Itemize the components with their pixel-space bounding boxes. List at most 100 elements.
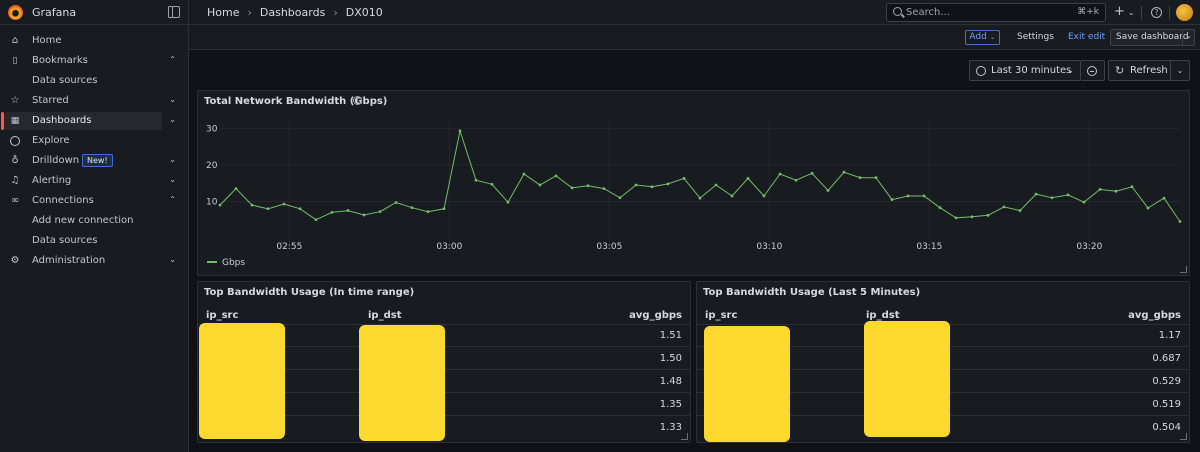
data-point[interactable] xyxy=(922,194,926,198)
data-point[interactable] xyxy=(826,189,830,192)
table-row[interactable]: 1.33 xyxy=(198,417,690,439)
data-point[interactable] xyxy=(762,194,766,198)
data-point[interactable] xyxy=(362,213,366,217)
data-point[interactable] xyxy=(538,183,542,187)
data-point[interactable] xyxy=(1082,200,1086,204)
data-point[interactable] xyxy=(698,196,702,200)
data-point[interactable] xyxy=(1114,189,1118,193)
bandwidth-chart[interactable]: 10 20 30 02:55 03:00 03:05 03:10 03:15 03:20 Gb… xyxy=(198,91,1189,275)
data-point[interactable] xyxy=(1034,192,1038,196)
new-menu-button[interactable]: + ⌄ xyxy=(1114,4,1135,19)
data-point[interactable] xyxy=(634,183,638,187)
data-point[interactable] xyxy=(1002,205,1006,209)
data-point[interactable] xyxy=(1162,196,1166,200)
chevron-down-icon[interactable]: ⌄ xyxy=(169,95,176,104)
sidebar-item-connections[interactable]: ∞ Connections ⌃ xyxy=(4,192,176,210)
legend-label[interactable]: Gbps xyxy=(222,258,245,268)
data-point[interactable] xyxy=(554,174,558,178)
chevron-down-icon[interactable]: ⌄ xyxy=(169,155,176,164)
data-point[interactable] xyxy=(426,210,430,214)
column-header-avg-gbps[interactable]: avg_gbps xyxy=(1128,310,1181,321)
sidebar-item-alerting[interactable]: ♫ Alerting ⌄ xyxy=(4,172,176,190)
zoom-out-button[interactable] xyxy=(1081,60,1105,81)
data-point[interactable] xyxy=(506,200,510,204)
resize-handle[interactable] xyxy=(1180,266,1187,273)
data-point[interactable] xyxy=(746,177,750,180)
data-point[interactable] xyxy=(346,209,350,212)
data-point[interactable] xyxy=(1178,220,1182,223)
search-input[interactable]: Search... ⌘+k xyxy=(886,3,1106,22)
column-header-avg-gbps[interactable]: avg_gbps xyxy=(629,310,682,321)
settings-button[interactable]: Settings xyxy=(1017,32,1054,42)
data-point[interactable] xyxy=(282,202,286,206)
data-point[interactable] xyxy=(810,171,814,175)
data-point[interactable] xyxy=(234,187,238,191)
data-point[interactable] xyxy=(602,187,606,191)
sidebar-item-dashboards[interactable]: ▦ Dashboards ⌄ xyxy=(1,112,176,130)
data-point[interactable] xyxy=(378,210,382,214)
chevron-down-icon[interactable]: ⌄ xyxy=(169,255,176,264)
resize-handle[interactable] xyxy=(681,433,688,440)
data-point[interactable] xyxy=(266,207,270,211)
time-range-picker[interactable]: Last 30 minutes ⌄ xyxy=(969,60,1081,81)
data-point[interactable] xyxy=(1066,193,1070,197)
top-bandwidth-5min-panel[interactable]: Top Bandwidth Usage (Last 5 Minutes) ip_… xyxy=(696,281,1190,443)
data-point[interactable] xyxy=(458,129,462,133)
dock-menu-icon[interactable] xyxy=(168,6,180,18)
chevron-down-icon[interactable]: ⌄ xyxy=(169,115,176,124)
sidebar-item-data-sources[interactable]: Data sources xyxy=(4,232,162,250)
column-header-ip-src[interactable]: ip_src xyxy=(206,310,239,321)
data-point[interactable] xyxy=(730,194,734,198)
data-point[interactable] xyxy=(794,178,798,182)
chevron-down-icon[interactable]: ⌄ xyxy=(1186,32,1192,40)
data-point[interactable] xyxy=(938,206,942,210)
data-point[interactable] xyxy=(714,183,718,187)
data-point[interactable] xyxy=(1098,187,1102,191)
data-point[interactable] xyxy=(250,203,254,207)
data-point[interactable] xyxy=(618,196,622,200)
data-point[interactable] xyxy=(1146,206,1150,210)
column-header-ip-dst[interactable]: ip_dst xyxy=(368,310,402,321)
data-point[interactable] xyxy=(218,203,222,207)
info-icon[interactable]: i xyxy=(353,96,362,105)
data-point[interactable] xyxy=(666,182,670,186)
refresh-interval-dropdown[interactable]: ⌄ xyxy=(1171,60,1190,81)
data-point[interactable] xyxy=(682,177,686,180)
sidebar-item-home[interactable]: ⌂ Home xyxy=(4,32,162,50)
exit-edit-button[interactable]: Exit edit xyxy=(1068,32,1106,42)
column-header-ip-src[interactable]: ip_src xyxy=(705,310,738,321)
data-point[interactable] xyxy=(586,184,590,188)
data-point[interactable] xyxy=(890,198,894,202)
data-point[interactable] xyxy=(1018,209,1022,212)
data-point[interactable] xyxy=(330,211,334,214)
sidebar-item-add-new-connection[interactable]: Add new connection xyxy=(4,212,162,230)
breadcrumb-home[interactable]: Home xyxy=(207,6,240,19)
sidebar-item-starred[interactable]: ☆ Starred ⌄ xyxy=(4,92,176,110)
data-point[interactable] xyxy=(298,207,302,211)
resize-handle[interactable] xyxy=(1180,433,1187,440)
data-point[interactable] xyxy=(442,207,446,211)
sidebar-item-bookmark-data-sources[interactable]: Data sources xyxy=(4,72,162,90)
data-point[interactable] xyxy=(986,213,990,217)
data-point[interactable] xyxy=(954,216,958,220)
data-point[interactable] xyxy=(778,172,782,176)
refresh-button[interactable]: ↻ Refresh xyxy=(1108,60,1171,81)
bandwidth-panel[interactable]: Total Network Bandwidth (Gbps) i 10 20 30 … xyxy=(197,90,1190,276)
help-icon[interactable]: ? xyxy=(1151,7,1162,18)
avatar[interactable] xyxy=(1176,4,1193,21)
data-point[interactable] xyxy=(314,218,318,222)
data-point[interactable] xyxy=(842,170,846,174)
data-point[interactable] xyxy=(970,215,974,219)
chevron-up-icon[interactable]: ⌃ xyxy=(169,195,176,204)
breadcrumb-dashboards[interactable]: Dashboards xyxy=(259,6,326,19)
data-point[interactable] xyxy=(906,194,910,198)
data-point[interactable] xyxy=(490,182,494,186)
table-row[interactable]: 0.504 xyxy=(697,417,1189,439)
data-point[interactable] xyxy=(650,185,654,189)
save-dashboard-button[interactable]: Save dashboard ⌄ xyxy=(1110,29,1195,46)
chevron-up-icon[interactable]: ⌃ xyxy=(169,55,176,64)
sidebar-item-drilldown[interactable]: ♁ Drilldown New! ⌄ xyxy=(4,152,176,170)
data-point[interactable] xyxy=(570,186,574,190)
data-point[interactable] xyxy=(394,201,398,204)
column-header-ip-dst[interactable]: ip_dst xyxy=(866,310,900,321)
